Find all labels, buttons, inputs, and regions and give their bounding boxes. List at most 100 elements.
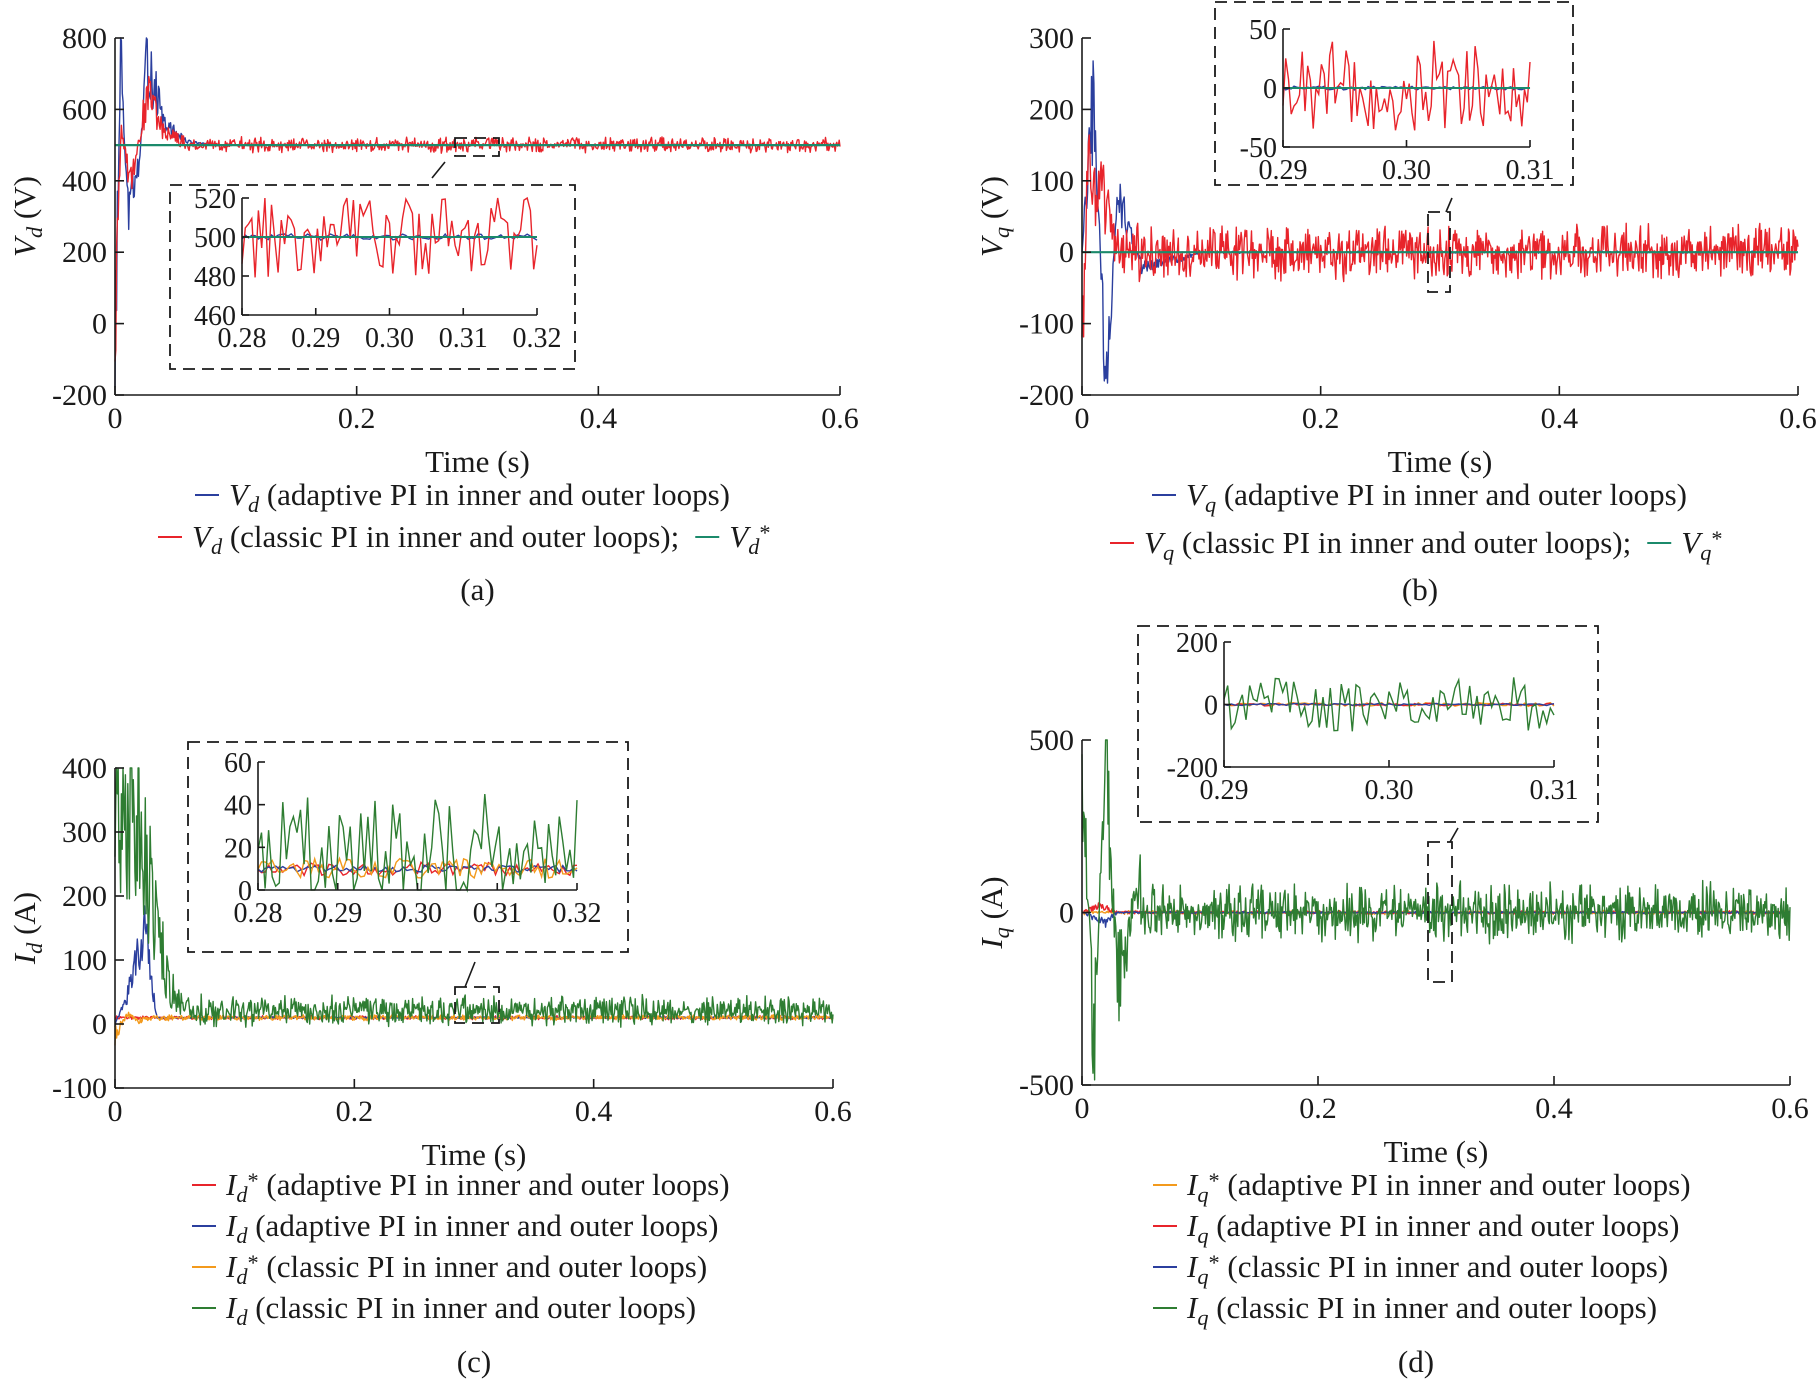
inset-x-tick-label-a-2: 0.30 bbox=[365, 323, 414, 354]
legend-a: Vd (adaptive PI in inner and outer loops… bbox=[158, 477, 771, 559]
x-tick-label-d-0: 0 bbox=[1075, 1092, 1090, 1125]
inset-x-tick-label-c-4: 0.32 bbox=[553, 898, 602, 929]
legend-label-a-0: Vd (adaptive PI in inner and outer loops… bbox=[229, 477, 730, 517]
y-tick-label-d-2: 500 bbox=[1029, 724, 1074, 757]
zoom-leader-a bbox=[431, 161, 446, 179]
inset-y-tick-label-a-2: 500 bbox=[194, 223, 236, 254]
inset-x-tick-label-a-4: 0.32 bbox=[513, 323, 562, 354]
inset-x-tick-label-b-2: 0.31 bbox=[1506, 155, 1555, 186]
y-tick-label-c-1: 0 bbox=[92, 1008, 107, 1041]
inset-b: 0.29 0.30 0.31 -50 0 50 bbox=[1214, 1, 1574, 186]
legend-label-d-0: Iq* (adaptive PI in inner and outer loop… bbox=[1186, 1167, 1691, 1207]
y-tick-label-b-3: 100 bbox=[1029, 165, 1074, 198]
inset-x-tick-label-d-2: 0.31 bbox=[1530, 775, 1579, 806]
y-axis-label-d: Iq (A) bbox=[974, 876, 1014, 949]
inset-y-tick-label-a-3: 520 bbox=[194, 184, 236, 215]
legend-b: Vq (adaptive PI in inner and outer loops… bbox=[1110, 477, 1723, 565]
y-axis-label-a: Vd (V) bbox=[7, 176, 47, 257]
inset-frame-b bbox=[1214, 1, 1574, 186]
inset-x-tick-label-c-1: 0.29 bbox=[313, 898, 362, 929]
inset-x-tick-label-d-1: 0.30 bbox=[1365, 775, 1414, 806]
inset-x-tick-label-c-0: 0.28 bbox=[234, 898, 283, 929]
inset-series-line-a-1 bbox=[241, 196, 538, 278]
y-tick-label-a-4: 600 bbox=[62, 93, 107, 126]
inset-series-line-c-3 bbox=[257, 793, 578, 893]
x-axis-label-a: Time (s) bbox=[425, 444, 530, 479]
inset-y-tick-label-d-1: 0 bbox=[1204, 691, 1218, 722]
inset-frame-c bbox=[187, 741, 629, 953]
zoom-leader-d bbox=[1449, 827, 1459, 843]
inset-y-tick-label-c-2: 40 bbox=[224, 791, 252, 822]
y-tick-label-a-5: 800 bbox=[62, 22, 107, 55]
y-tick-label-a-1: 0 bbox=[92, 308, 107, 341]
inset-x-tick-label-a-3: 0.31 bbox=[439, 323, 488, 354]
y-tick-label-c-5: 400 bbox=[62, 752, 107, 785]
zoom-leader-c bbox=[464, 961, 476, 988]
legend-label-d-3: Iq (classic PI in inner and outer loops) bbox=[1186, 1290, 1657, 1330]
series-line-c-2 bbox=[114, 1011, 834, 1046]
legend-label-c-1: Id (adaptive PI in inner and outer loops… bbox=[225, 1208, 718, 1248]
legend-label-c-3: Id (classic PI in inner and outer loops) bbox=[225, 1290, 696, 1330]
inset-frame-a bbox=[169, 184, 576, 370]
inset-a: 0.28 0.29 0.30 0.31 0.32 460 480 500 520 bbox=[169, 184, 576, 370]
inset-x-tick-label-a-0: 0.28 bbox=[218, 323, 267, 354]
y-axis-label-b: Vq (V) bbox=[974, 176, 1014, 257]
legend-label-c-0: Id* (adaptive PI in inner and outer loop… bbox=[225, 1167, 730, 1207]
inset-x-tick-label-d-0: 0.29 bbox=[1200, 775, 1249, 806]
x-tick-label-b-3: 0.6 bbox=[1779, 402, 1817, 435]
x-tick-label-a-1: 0.2 bbox=[338, 402, 376, 435]
legend-label-d-1: Iq (adaptive PI in inner and outer loops… bbox=[1186, 1208, 1679, 1248]
zoom-region-b bbox=[1427, 211, 1451, 293]
zoom-region-d bbox=[1427, 841, 1453, 983]
legend-label-b-0: Vq (adaptive PI in inner and outer loops… bbox=[1186, 477, 1687, 517]
inset-c: 0.28 0.29 0.30 0.31 0.32 0 20 40 60 bbox=[187, 741, 629, 953]
y-tick-label-b-4: 200 bbox=[1029, 93, 1074, 126]
x-tick-label-b-0: 0 bbox=[1075, 402, 1090, 435]
y-tick-label-c-3: 200 bbox=[62, 880, 107, 913]
y-tick-label-b-2: 0 bbox=[1059, 236, 1074, 269]
caption-d: (d) bbox=[1398, 1344, 1434, 1379]
inset-y-tick-label-c-1: 20 bbox=[224, 833, 252, 864]
inset-y-tick-label-c-3: 60 bbox=[224, 748, 252, 779]
zoom-leader-b bbox=[1445, 197, 1453, 213]
series-line-b-0 bbox=[1081, 60, 1799, 384]
x-tick-label-c-2: 0.4 bbox=[575, 1095, 613, 1128]
zoom-region-c bbox=[454, 986, 500, 1024]
inset-y-tick-label-a-0: 460 bbox=[194, 301, 236, 332]
x-tick-label-d-3: 0.6 bbox=[1771, 1092, 1809, 1125]
y-tick-label-c-4: 300 bbox=[62, 816, 107, 849]
inset-d: 0.29 0.30 0.31 -200 0 200 bbox=[1137, 625, 1599, 823]
y-tick-label-a-2: 200 bbox=[62, 236, 107, 269]
inset-series-line-d-3 bbox=[1223, 677, 1555, 732]
inset-x-tick-label-c-3: 0.31 bbox=[473, 898, 522, 929]
caption-a: (a) bbox=[460, 572, 494, 607]
x-axis-label-c: Time (s) bbox=[422, 1137, 527, 1172]
x-tick-label-b-2: 0.4 bbox=[1541, 402, 1579, 435]
x-tick-label-c-0: 0 bbox=[108, 1095, 123, 1128]
x-tick-label-d-2: 0.4 bbox=[1535, 1092, 1573, 1125]
y-tick-label-d-0: -500 bbox=[1019, 1069, 1074, 1102]
inset-y-tick-label-b-2: 50 bbox=[1249, 15, 1277, 46]
x-axis-label-d: Time (s) bbox=[1384, 1134, 1489, 1169]
inset-y-tick-label-d-2: 200 bbox=[1176, 628, 1218, 659]
x-tick-label-b-1: 0.2 bbox=[1302, 402, 1340, 435]
legend-label-b-2: Vq* bbox=[1681, 525, 1722, 565]
y-tick-label-a-0: -200 bbox=[52, 379, 107, 412]
zoom-region-a bbox=[454, 137, 500, 157]
caption-b: (b) bbox=[1402, 572, 1438, 607]
inset-y-tick-label-c-0: 0 bbox=[238, 876, 252, 907]
x-tick-label-a-3: 0.6 bbox=[821, 402, 859, 435]
series-line-b-1 bbox=[1081, 134, 1799, 338]
series-line-d-3 bbox=[1081, 739, 1791, 1081]
legend-c: Id* (adaptive PI in inner and outer loop… bbox=[192, 1167, 730, 1330]
y-tick-label-b-5: 300 bbox=[1029, 22, 1074, 55]
y-tick-label-d-1: 0 bbox=[1059, 897, 1074, 930]
inset-x-tick-label-a-1: 0.29 bbox=[291, 323, 340, 354]
y-axis-label-c: Id (A) bbox=[7, 892, 47, 965]
y-tick-label-b-1: -100 bbox=[1019, 308, 1074, 341]
legend-label-b-1: Vq (classic PI in inner and outer loops)… bbox=[1144, 525, 1631, 565]
